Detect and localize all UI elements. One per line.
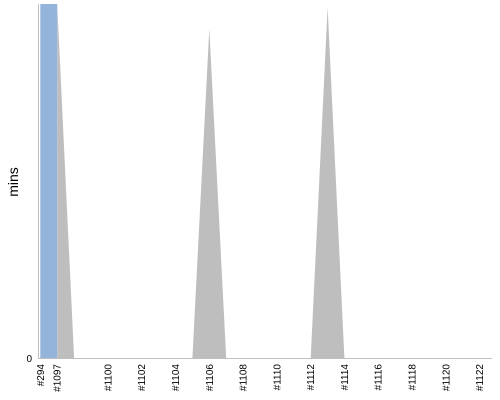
series-area-1 (57, 4, 345, 358)
x-tick-label: #1110 (272, 364, 283, 391)
y-tick-label: 0 (26, 354, 32, 365)
x-tick-layer: #294 #1097 #1100 #1102 #1104 #1106 #1108 #1110 #… (36, 364, 486, 392)
y-axis-title: mins (5, 167, 21, 197)
x-tick-label: #1108 (239, 364, 250, 392)
x-tick-label: #294 (36, 364, 47, 387)
x-tick-label: #1114 (340, 364, 351, 391)
x-tick-label: #1116 (374, 364, 385, 391)
series-layer (40, 4, 345, 358)
x-tick-label: #1106 (205, 364, 216, 392)
x-tick-label: #1100 (103, 364, 114, 392)
series-area-0 (40, 4, 58, 358)
x-tick-label: #1097 (53, 364, 64, 392)
x-tick-label: #1104 (171, 364, 182, 392)
x-tick-label: #1112 (306, 364, 317, 391)
x-tick-label: #1122 (475, 364, 486, 392)
x-tick-label: #1118 (408, 364, 419, 391)
x-tick-label: #1102 (137, 364, 148, 392)
x-tick-label: #1120 (441, 364, 452, 392)
